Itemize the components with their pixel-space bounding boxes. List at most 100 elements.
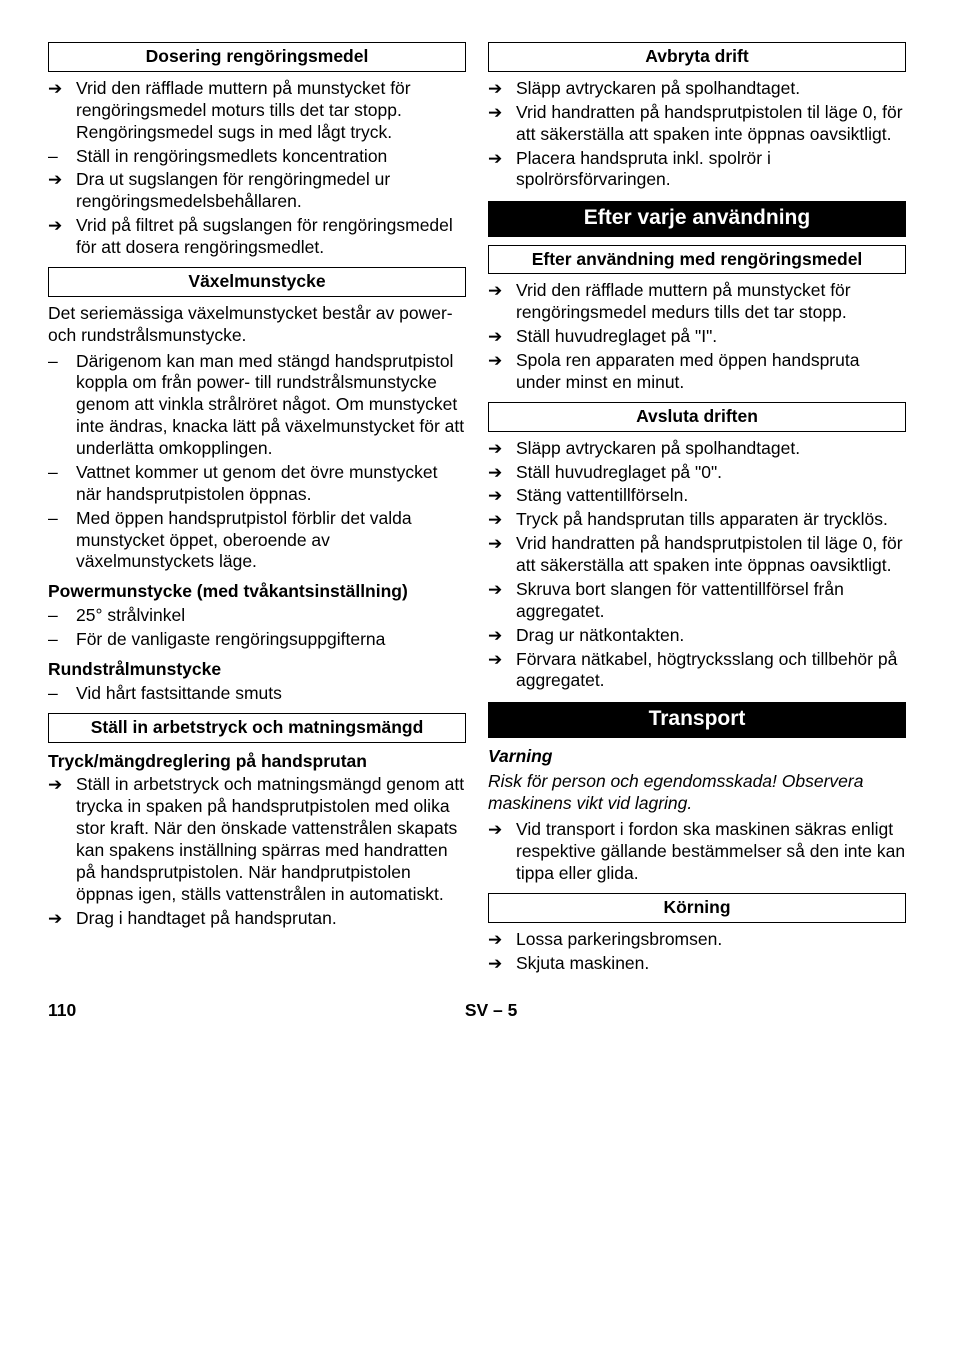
list-item-text: Vrid den räfflade muttern på munstycket … [516, 280, 906, 324]
list-item: Släpp avtryckaren på spolhandtaget. [488, 438, 906, 460]
arrow-icon [488, 929, 516, 951]
page-footer: 110 SV – 5 [48, 1000, 906, 1022]
list-item: Stäng vattentillförseln. [488, 485, 906, 507]
arrow-icon [488, 625, 516, 647]
list-item-text: Vid hårt fastsittande smuts [76, 683, 466, 705]
list-item-text: Släpp avtryckaren på spolhandtaget. [516, 78, 906, 100]
arrow-icon [488, 102, 516, 146]
list-item: Därigenom kan man med stängd handsprutpi… [48, 351, 466, 460]
list-item-text: Stäng vattentillförseln. [516, 485, 906, 507]
heading-avsluta: Avsluta driften [488, 402, 906, 432]
list-item-text: Lossa parkeringsbromsen. [516, 929, 906, 951]
subheading-powermunstycke: Powermunstycke (med tvåkantsinställning) [48, 581, 466, 603]
list-item: Vrid handratten på handsprutpistolen til… [488, 533, 906, 577]
arrow-icon [488, 819, 516, 885]
dash-icon [48, 605, 76, 627]
arrow-icon [488, 953, 516, 975]
list-block: Ställ in arbetstryck och matningsmängd g… [48, 774, 466, 929]
dash-icon [48, 351, 76, 460]
list-item-text: 25° strålvinkel [76, 605, 466, 627]
heading-dosering: Dosering rengöringsmedel [48, 42, 466, 72]
list-item: Vattnet kommer ut genom det övre munstyc… [48, 462, 466, 506]
list-item-text: Vrid handratten på handsprutpistolen til… [516, 533, 906, 577]
arrow-icon [488, 78, 516, 100]
page-number: 110 [48, 1000, 76, 1022]
arrow-icon [488, 509, 516, 531]
list-item: Lossa parkeringsbromsen. [488, 929, 906, 951]
arrow-icon [488, 533, 516, 577]
list-block: Vid hårt fastsittande smuts [48, 683, 466, 705]
list-item-text: Drag i handtaget på handsprutan. [76, 908, 466, 930]
list-item: Spola ren apparaten med öppen handspruta… [488, 350, 906, 394]
arrow-icon [488, 326, 516, 348]
list-item-text: Ställ in rengöringsmedlets koncentration [76, 146, 466, 168]
arrow-icon [488, 649, 516, 693]
heading-arbetstryck: Ställ in arbetstryck och matningsmängd [48, 713, 466, 743]
list-item: Förvara nätkabel, högtrycksslang och til… [488, 649, 906, 693]
right-column: Avbryta drift Släpp avtryckaren på spolh… [488, 34, 906, 976]
dash-icon [48, 629, 76, 651]
dash-icon [48, 683, 76, 705]
heading-efter-varje: Efter varje användning [488, 201, 906, 236]
list-item-text: Därigenom kan man med stängd handsprutpi… [76, 351, 466, 460]
arrow-icon [48, 78, 76, 144]
list-item: Ställ huvudreglaget på "I". [488, 326, 906, 348]
list-item: Ställ huvudreglaget på "0". [488, 462, 906, 484]
heading-efter-anvandning: Efter användning med rengöringsmedel [488, 245, 906, 275]
list-item-text: Vrid den räfflade muttern på munstycket … [76, 78, 466, 144]
list-item: 25° strålvinkel [48, 605, 466, 627]
subheading-tryckmangd: Tryck/mängdreglering på handsprutan [48, 751, 466, 773]
list-item: Skjuta maskinen. [488, 953, 906, 975]
list-block: Släpp avtryckaren på spolhandtaget.Ställ… [488, 438, 906, 693]
list-item-text: Skjuta maskinen. [516, 953, 906, 975]
list-item-text: Med öppen handsprutpistol förblir det va… [76, 508, 466, 574]
list-item: Vid hårt fastsittande smuts [48, 683, 466, 705]
list-item: Tryck på handsprutan tills apparaten är … [488, 509, 906, 531]
list-item: Dra ut sugslangen för rengöringmedel ur … [48, 169, 466, 213]
list-item: Placera handspruta inkl. spolrör i spolr… [488, 148, 906, 192]
list-item-text: Vrid handratten på handsprutpistolen til… [516, 102, 906, 146]
list-item-text: Släpp avtryckaren på spolhandtaget. [516, 438, 906, 460]
subheading-varning: Varning [488, 746, 906, 768]
heading-avbryta: Avbryta drift [488, 42, 906, 72]
list-item-text: Vid transport i fordon ska maskinen säkr… [516, 819, 906, 885]
list-item-text: Skruva bort slangen för vattentillförsel… [516, 579, 906, 623]
list-item-text: Dra ut sugslangen för rengöringmedel ur … [76, 169, 466, 213]
list-item: Drag i handtaget på handsprutan. [48, 908, 466, 930]
list-item: För de vanligaste rengöringsuppgifterna [48, 629, 466, 651]
list-block: Lossa parkeringsbromsen.Skjuta maskinen. [488, 929, 906, 975]
heading-vaxelmunstycke: Växelmunstycke [48, 267, 466, 297]
list-block: Vid transport i fordon ska maskinen säkr… [488, 819, 906, 885]
heading-korning: Körning [488, 893, 906, 923]
list-item-text: Ställ huvudreglaget på "I". [516, 326, 906, 348]
arrow-icon [48, 774, 76, 905]
list-item: Vrid på filtret på sugslangen för rengör… [48, 215, 466, 259]
arrow-icon [488, 280, 516, 324]
list-block: Vrid den räfflade muttern på munstycket … [48, 78, 466, 259]
arrow-icon [488, 148, 516, 192]
arrow-icon [48, 169, 76, 213]
list-item-text: Förvara nätkabel, högtrycksslang och til… [516, 649, 906, 693]
heading-transport: Transport [488, 702, 906, 737]
list-item: Vrid den räfflade muttern på munstycket … [488, 280, 906, 324]
list-item-text: Vattnet kommer ut genom det övre munstyc… [76, 462, 466, 506]
list-item-text: Ställ huvudreglaget på "0". [516, 462, 906, 484]
list-item: Skruva bort slangen för vattentillförsel… [488, 579, 906, 623]
arrow-icon [488, 485, 516, 507]
paragraph: Det seriemässiga växelmunstycket består … [48, 303, 466, 347]
dash-icon [48, 462, 76, 506]
list-item: Vid transport i fordon ska maskinen säkr… [488, 819, 906, 885]
arrow-icon [48, 215, 76, 259]
dash-icon [48, 508, 76, 574]
list-item: Släpp avtryckaren på spolhandtaget. [488, 78, 906, 100]
list-item-text: Drag ur nätkontakten. [516, 625, 906, 647]
arrow-icon [48, 908, 76, 930]
list-block: Släpp avtryckaren på spolhandtaget.Vrid … [488, 78, 906, 191]
list-item-text: Ställ in arbetstryck och matningsmängd g… [76, 774, 466, 905]
arrow-icon [488, 579, 516, 623]
language-code: SV – 5 [465, 1000, 518, 1022]
arrow-icon [488, 438, 516, 460]
arrow-icon [488, 350, 516, 394]
list-block: 25° strålvinkelFör de vanligaste rengöri… [48, 605, 466, 651]
list-item-text: Spola ren apparaten med öppen handspruta… [516, 350, 906, 394]
